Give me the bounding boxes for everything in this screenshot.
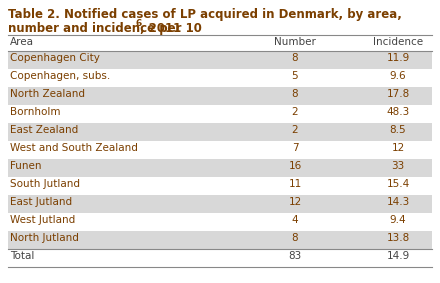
Text: 8: 8 [292, 233, 298, 243]
Text: Number: Number [274, 37, 316, 47]
Bar [8, 123, 432, 141]
Text: 15.4: 15.4 [386, 179, 410, 189]
Text: 14.3: 14.3 [386, 197, 410, 207]
Text: 2: 2 [292, 125, 298, 135]
Text: 8: 8 [292, 89, 298, 99]
Bar [8, 51, 432, 69]
Text: 7: 7 [292, 143, 298, 153]
Bar [8, 87, 432, 105]
Text: Funen: Funen [10, 161, 41, 171]
Bar [8, 231, 432, 249]
Bar [8, 195, 432, 213]
Text: 12: 12 [288, 197, 302, 207]
Text: South Jutland: South Jutland [10, 179, 80, 189]
Text: , 2011: , 2011 [140, 22, 182, 35]
Text: 11.9: 11.9 [386, 53, 410, 63]
Text: Area: Area [10, 37, 34, 47]
Text: 16: 16 [288, 161, 302, 171]
Text: Incidence: Incidence [373, 37, 423, 47]
Text: Copenhagen City: Copenhagen City [10, 53, 100, 63]
Text: 33: 33 [391, 161, 405, 171]
Text: Bornholm: Bornholm [10, 107, 60, 117]
Text: 83: 83 [288, 251, 302, 261]
Text: 9.6: 9.6 [390, 71, 406, 81]
Text: Copenhagen, subs.: Copenhagen, subs. [10, 71, 110, 81]
Text: 48.3: 48.3 [386, 107, 410, 117]
Text: 2: 2 [292, 107, 298, 117]
Text: East Jutland: East Jutland [10, 197, 72, 207]
Text: 14.9: 14.9 [386, 251, 410, 261]
Bar [8, 159, 432, 177]
Text: West and South Zealand: West and South Zealand [10, 143, 138, 153]
Text: Table 2. Notified cases of LP acquired in Denmark, by area,: Table 2. Notified cases of LP acquired i… [8, 8, 402, 21]
Text: 11: 11 [288, 179, 302, 189]
Text: 8.5: 8.5 [390, 125, 406, 135]
Text: North Zealand: North Zealand [10, 89, 85, 99]
Text: 13.8: 13.8 [386, 233, 410, 243]
Text: North Jutland: North Jutland [10, 233, 79, 243]
Text: Total: Total [10, 251, 34, 261]
Text: 4: 4 [292, 215, 298, 225]
Text: 8: 8 [292, 53, 298, 63]
Text: 12: 12 [391, 143, 405, 153]
Text: 9.4: 9.4 [390, 215, 406, 225]
Text: East Zealand: East Zealand [10, 125, 78, 135]
Text: 5: 5 [292, 71, 298, 81]
Text: number and incidence per 10: number and incidence per 10 [8, 22, 202, 35]
Text: 6: 6 [136, 19, 142, 28]
Text: West Jutland: West Jutland [10, 215, 75, 225]
Text: 17.8: 17.8 [386, 89, 410, 99]
